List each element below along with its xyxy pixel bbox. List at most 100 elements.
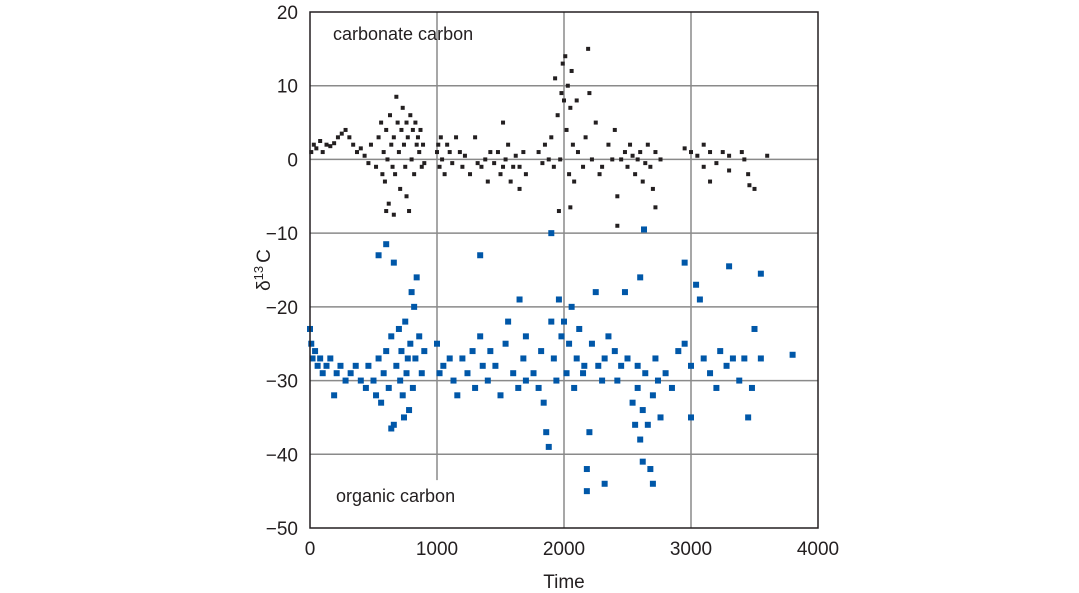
data-point bbox=[653, 205, 658, 210]
data-point bbox=[416, 333, 423, 340]
data-point bbox=[586, 429, 593, 436]
data-point bbox=[714, 161, 719, 166]
data-point bbox=[391, 212, 396, 217]
y-tick-label: 20 bbox=[277, 3, 298, 24]
data-point bbox=[411, 303, 418, 310]
data-point bbox=[689, 150, 693, 155]
data-point bbox=[629, 399, 636, 406]
data-point bbox=[400, 414, 407, 421]
data-point bbox=[614, 377, 621, 384]
data-point bbox=[765, 153, 770, 158]
data-point bbox=[508, 179, 513, 184]
data-point bbox=[581, 362, 588, 369]
data-point bbox=[352, 362, 359, 369]
data-point bbox=[385, 384, 392, 391]
data-point bbox=[396, 150, 401, 155]
data-point bbox=[523, 172, 528, 177]
data-point bbox=[548, 230, 555, 237]
data-point bbox=[727, 168, 732, 173]
data-point bbox=[563, 370, 570, 377]
data-point bbox=[393, 172, 398, 177]
data-point bbox=[536, 150, 541, 155]
data-point bbox=[517, 186, 522, 191]
y-label-superscript: 13 bbox=[251, 266, 266, 280]
x-tick-label: 0 bbox=[305, 539, 316, 560]
data-point bbox=[644, 421, 651, 428]
data-point bbox=[382, 179, 387, 184]
data-point bbox=[401, 142, 406, 147]
data-point bbox=[397, 377, 404, 384]
data-point bbox=[540, 399, 547, 406]
data-point bbox=[312, 348, 319, 355]
data-point bbox=[422, 161, 427, 166]
data-point bbox=[405, 135, 410, 140]
data-point bbox=[450, 161, 455, 166]
data-point bbox=[388, 333, 395, 340]
data-point bbox=[513, 153, 518, 158]
data-point bbox=[417, 150, 422, 155]
data-point bbox=[622, 150, 627, 155]
data-point bbox=[618, 362, 625, 369]
data-point bbox=[601, 355, 608, 362]
data-point bbox=[407, 340, 414, 347]
data-point bbox=[378, 399, 385, 406]
data-point bbox=[362, 153, 367, 158]
data-point bbox=[720, 150, 725, 155]
data-point bbox=[739, 150, 744, 155]
data-point bbox=[503, 157, 508, 162]
data-point bbox=[549, 135, 554, 140]
data-point bbox=[332, 141, 337, 146]
data-point bbox=[395, 120, 400, 125]
data-point bbox=[511, 164, 516, 169]
data-point bbox=[742, 157, 747, 162]
data-point bbox=[634, 362, 641, 369]
data-point bbox=[399, 127, 404, 132]
data-point bbox=[391, 135, 396, 140]
data-point bbox=[327, 355, 334, 362]
data-point bbox=[457, 150, 462, 155]
data-point bbox=[399, 392, 406, 399]
data-point bbox=[746, 172, 751, 177]
data-point bbox=[358, 146, 363, 151]
data-point bbox=[331, 392, 338, 399]
data-point bbox=[538, 348, 545, 355]
data-point bbox=[406, 407, 413, 414]
data-point bbox=[583, 135, 588, 140]
data-point bbox=[542, 142, 547, 147]
data-point bbox=[624, 355, 631, 362]
data-point bbox=[407, 209, 412, 214]
data-point bbox=[517, 164, 522, 169]
data-point bbox=[553, 377, 560, 384]
data-point bbox=[404, 120, 409, 125]
data-point bbox=[583, 488, 590, 495]
data-point bbox=[546, 157, 551, 162]
data-point bbox=[605, 333, 612, 340]
data-point bbox=[589, 157, 594, 162]
data-point bbox=[638, 150, 643, 155]
data-point bbox=[522, 377, 529, 384]
data-point bbox=[468, 172, 473, 177]
data-point bbox=[696, 296, 703, 303]
data-point bbox=[477, 252, 484, 259]
data-point bbox=[572, 179, 577, 184]
annotation-organic: organic carbon bbox=[336, 486, 455, 506]
data-point bbox=[472, 384, 479, 391]
data-point bbox=[707, 370, 714, 377]
data-point bbox=[501, 120, 506, 125]
data-point bbox=[505, 318, 512, 325]
data-point bbox=[647, 466, 654, 473]
data-point bbox=[347, 135, 352, 140]
y-label-element: C bbox=[254, 249, 275, 263]
data-point bbox=[637, 436, 644, 443]
data-point bbox=[530, 370, 537, 377]
data-point bbox=[383, 241, 390, 248]
data-point bbox=[385, 157, 390, 162]
series-carbonate-carbon bbox=[309, 46, 770, 228]
data-point bbox=[388, 425, 395, 432]
data-point bbox=[708, 179, 713, 184]
y-axis-label: δ13 C bbox=[251, 249, 275, 291]
data-point bbox=[502, 340, 509, 347]
data-point bbox=[435, 150, 439, 155]
data-point bbox=[560, 61, 565, 66]
data-point bbox=[662, 370, 669, 377]
